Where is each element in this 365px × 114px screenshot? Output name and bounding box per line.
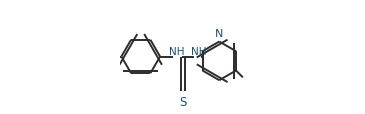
Text: S: S — [180, 95, 187, 108]
Text: N: N — [215, 29, 223, 39]
Text: NH: NH — [169, 47, 185, 56]
Text: NH: NH — [191, 47, 206, 56]
